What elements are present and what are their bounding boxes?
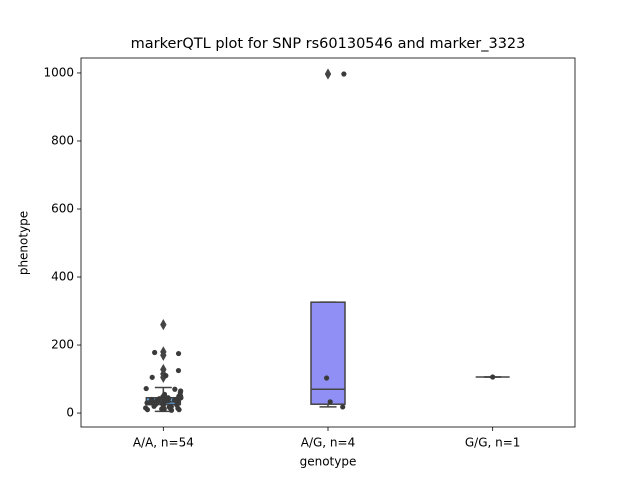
- flier: [160, 319, 167, 331]
- strip-point: [323, 375, 330, 381]
- strip-point: [340, 404, 346, 410]
- strip-point: [161, 406, 167, 412]
- x-tick-label: A/A, n=54: [133, 436, 194, 450]
- strip-point: [150, 398, 156, 404]
- strip-point: [163, 373, 169, 379]
- chart-title: markerQTL plot for SNP rs60130546 and ma…: [131, 36, 526, 52]
- strip-point: [177, 393, 184, 399]
- strip-point: [160, 394, 166, 400]
- flier: [324, 68, 332, 80]
- strip-point: [176, 407, 182, 413]
- flier: [160, 371, 167, 383]
- strip-point: [175, 367, 182, 374]
- strip-point: [144, 407, 151, 413]
- strip-point: [152, 349, 158, 356]
- x-tick-label: A/G, n=4: [301, 436, 355, 450]
- box: [310, 301, 346, 405]
- strip-point: [165, 398, 171, 404]
- strip-point: [167, 405, 173, 411]
- y-tick-label: 400: [51, 270, 74, 284]
- y-tick-label: 0: [66, 406, 74, 420]
- strip-point: [172, 386, 178, 392]
- strip-point: [160, 400, 166, 407]
- strip-point: [144, 400, 150, 406]
- x-tick-label: G/G, n=1: [465, 436, 521, 450]
- x-axis-label: genotype: [300, 455, 357, 469]
- y-tick-label: 600: [51, 202, 74, 216]
- strip-point: [151, 403, 157, 409]
- flier: [160, 349, 167, 361]
- y-tick-label: 200: [51, 338, 74, 352]
- strip-point: [149, 374, 155, 380]
- strip-point: [341, 71, 347, 77]
- strip-point: [171, 397, 178, 403]
- y-tick-label: 800: [51, 133, 74, 147]
- strip-point: [327, 399, 333, 405]
- strip-point: [154, 399, 160, 405]
- strip-point: [143, 385, 149, 392]
- strip-point: [175, 350, 182, 357]
- strip-point: [490, 374, 496, 380]
- y-axis-label: phenotype: [17, 211, 31, 275]
- y-tick-label: 1000: [43, 65, 74, 79]
